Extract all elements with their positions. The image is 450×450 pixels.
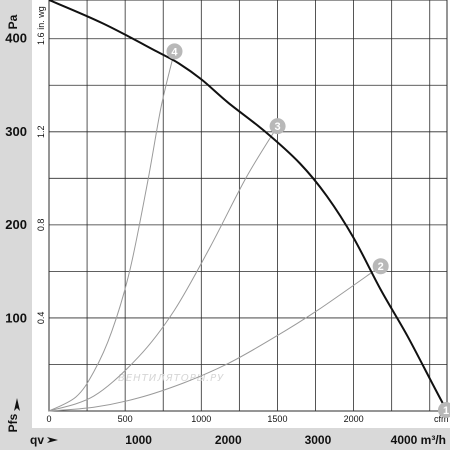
watermark: ВЕНТИЛЯТОРЫ.РУ <box>118 373 224 384</box>
x-axis-band <box>0 428 450 450</box>
x-tick-cfm: 500 <box>118 414 133 424</box>
x-tick-m3h: 1000 <box>125 433 152 447</box>
operating-point-label: 1 <box>443 405 449 417</box>
y-axis-title-pfs: Pfs <box>6 413 20 432</box>
operating-point-marker <box>269 118 286 135</box>
system-curve-line <box>48 125 279 412</box>
y-axis-band <box>0 0 32 450</box>
x-axis-title-cfm: cfm <box>434 414 449 424</box>
y-tick-inwg: 0.8 <box>36 219 46 232</box>
y-tick-pa: 100 <box>5 311 27 326</box>
fan-curve-line <box>48 0 448 412</box>
operating-points: 4 3 2 1 <box>166 43 450 418</box>
operating-point-label: 3 <box>275 121 281 133</box>
plot-border <box>48 0 448 412</box>
y-tick-inwg: 1.2 <box>36 126 46 139</box>
x-tick-cfm: 1000 <box>191 414 211 424</box>
y-axis-arrow-icon <box>14 398 20 411</box>
operating-point-label: 4 <box>171 46 178 58</box>
operating-point-label: 2 <box>378 261 384 273</box>
x-tick-m3h: 2000 <box>215 433 242 447</box>
system-curve-line <box>48 51 175 412</box>
x-axis-title-qv: qv <box>30 433 44 447</box>
x-tick-cfm: 1500 <box>267 414 287 424</box>
y-tick-pa: 300 <box>5 124 27 139</box>
x-tick-m3h: 3000 <box>305 433 332 447</box>
x-axis-arrow-icon <box>47 437 58 443</box>
y-axis-title-inwg: in. wg <box>36 6 46 30</box>
ticks: 100 200 300 400 0.4 0.8 1.2 1.6 0 500 1000 1500 2000… <box>5 30 446 447</box>
grid <box>49 0 447 411</box>
y-tick-inwg: 1.6 <box>36 32 46 45</box>
y-tick-pa: 400 <box>5 30 27 45</box>
y-axis-title-pa: Pa <box>6 14 20 29</box>
y-tick-pa: 200 <box>5 217 27 232</box>
system-curve-line <box>48 265 381 412</box>
y-tick-inwg: 0.4 <box>36 312 46 325</box>
x-tick-cfm: 0 <box>46 414 51 424</box>
x-tick-cfm: 2000 <box>344 414 364 424</box>
operating-point-marker <box>438 402 450 418</box>
series <box>48 0 448 412</box>
x-tick-m3h: 4000 m³/h <box>391 433 446 447</box>
operating-point-marker <box>372 258 389 275</box>
operating-point-marker <box>166 43 183 60</box>
